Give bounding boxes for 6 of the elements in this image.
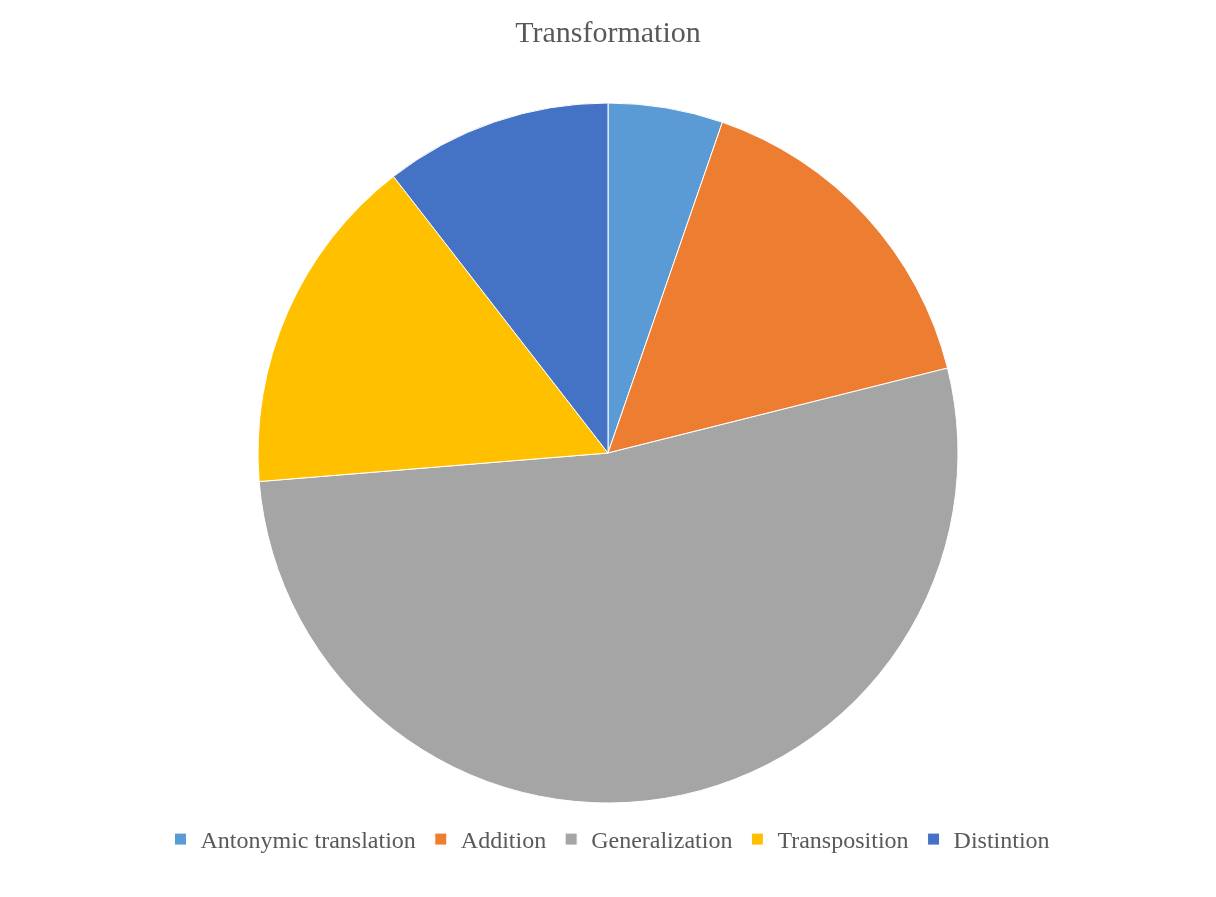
legend-label: Transposition (777, 827, 909, 854)
legend-label: Addition (460, 827, 547, 854)
chart-title: Transformation (515, 14, 701, 48)
legend-label: Distintion (953, 827, 1050, 854)
legend-label: Antonymic translation (200, 827, 416, 854)
legend-label: Generalization (591, 827, 733, 854)
